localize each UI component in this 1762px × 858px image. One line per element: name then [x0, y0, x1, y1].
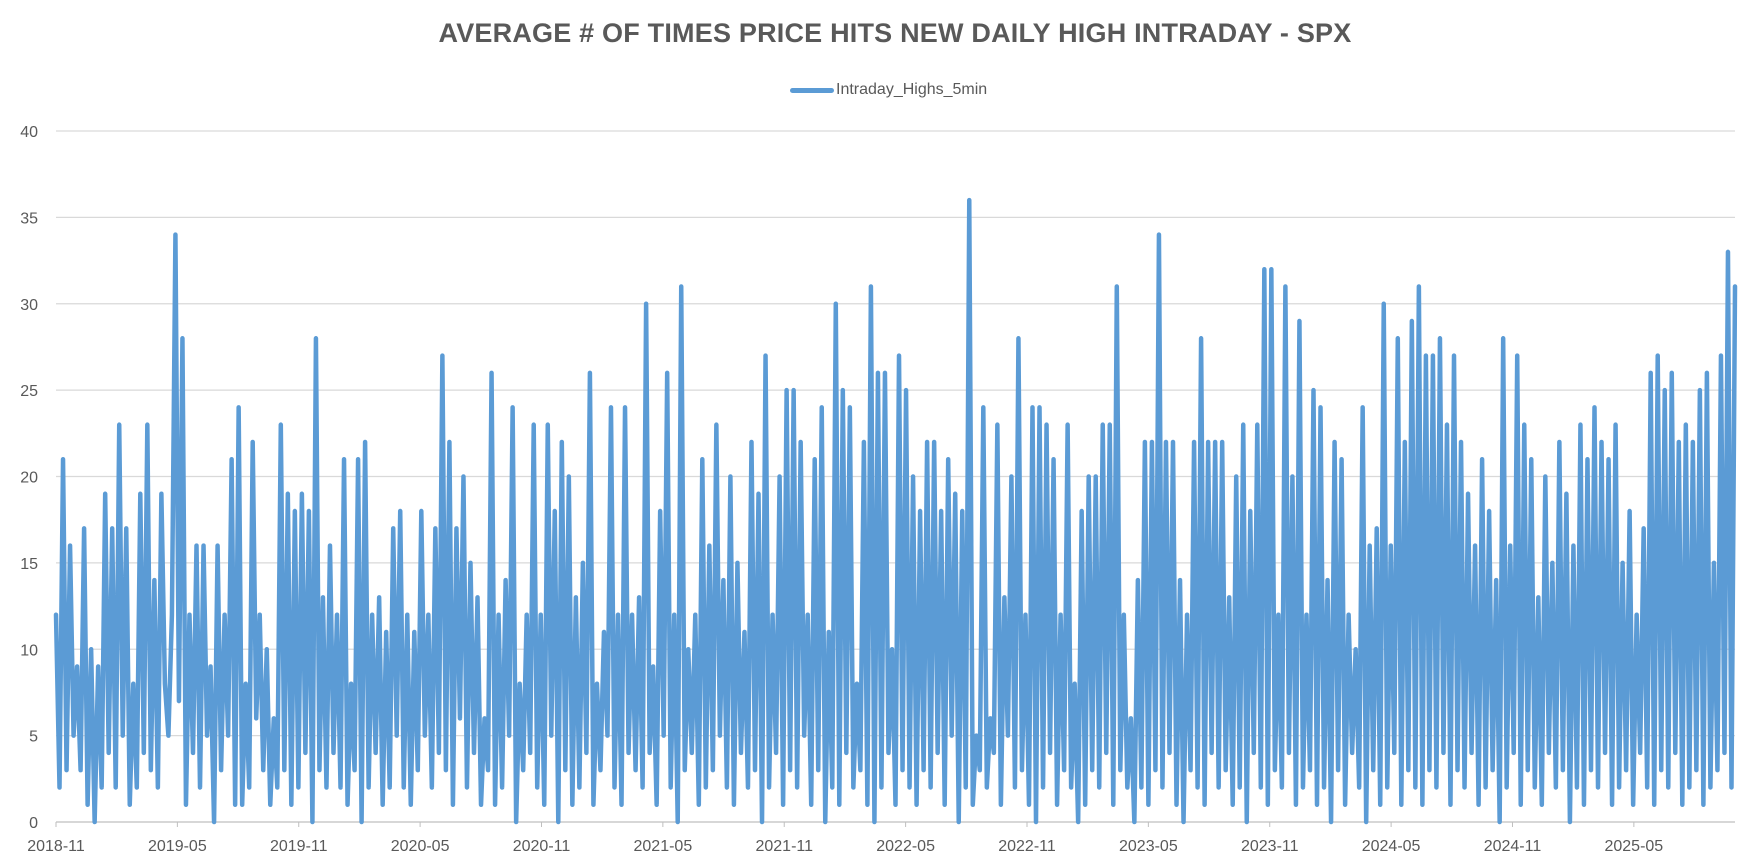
y-tick-label: 10 — [20, 642, 38, 659]
x-tick-label: 2023-11 — [1241, 838, 1299, 855]
x-tick-label: 2023-05 — [1119, 838, 1178, 855]
x-tick-label: 2018-11 — [27, 838, 85, 855]
y-tick-label: 25 — [20, 383, 38, 400]
x-axis: 2018-11 2019-05 2019-11 2020-05 2020-11 2021-… — [27, 822, 1663, 855]
x-tick-label: 2024-05 — [1362, 838, 1421, 855]
y-tick-label: 35 — [20, 210, 38, 227]
chart-title: AVERAGE # OF TIMES PRICE HITS NEW DAILY … — [438, 18, 1352, 48]
y-tick-label: 15 — [20, 556, 38, 573]
x-tick-label: 2022-05 — [876, 838, 935, 855]
y-tick-label: 5 — [29, 729, 38, 746]
x-tick-label: 2021-11 — [755, 838, 813, 855]
x-tick-label: 2020-05 — [391, 838, 450, 855]
x-tick-label: 2019-11 — [270, 838, 328, 855]
x-tick-label: 2019-05 — [148, 838, 207, 855]
legend: Intraday_Highs_5min — [790, 80, 987, 100]
y-axis: 0 5 10 15 20 25 30 35 40 — [20, 124, 38, 832]
series-layer — [53, 197, 1738, 825]
x-tick-label: 2024-11 — [1484, 838, 1542, 855]
x-tick-label: 2020-11 — [513, 838, 571, 855]
legend-swatch — [790, 87, 834, 93]
y-tick-label: 20 — [20, 470, 38, 487]
y-tick-label: 40 — [20, 124, 38, 141]
x-tick-label: 2021-05 — [634, 838, 693, 855]
x-tick-label: 2022-11 — [998, 838, 1056, 855]
x-tick-label: 2025-05 — [1604, 838, 1663, 855]
y-tick-label: 30 — [20, 297, 38, 314]
y-tick-label: 0 — [29, 815, 38, 832]
series-line-Intraday_Highs_5min — [53, 197, 1738, 825]
legend-label: Intraday_Highs_5min — [836, 81, 988, 98]
